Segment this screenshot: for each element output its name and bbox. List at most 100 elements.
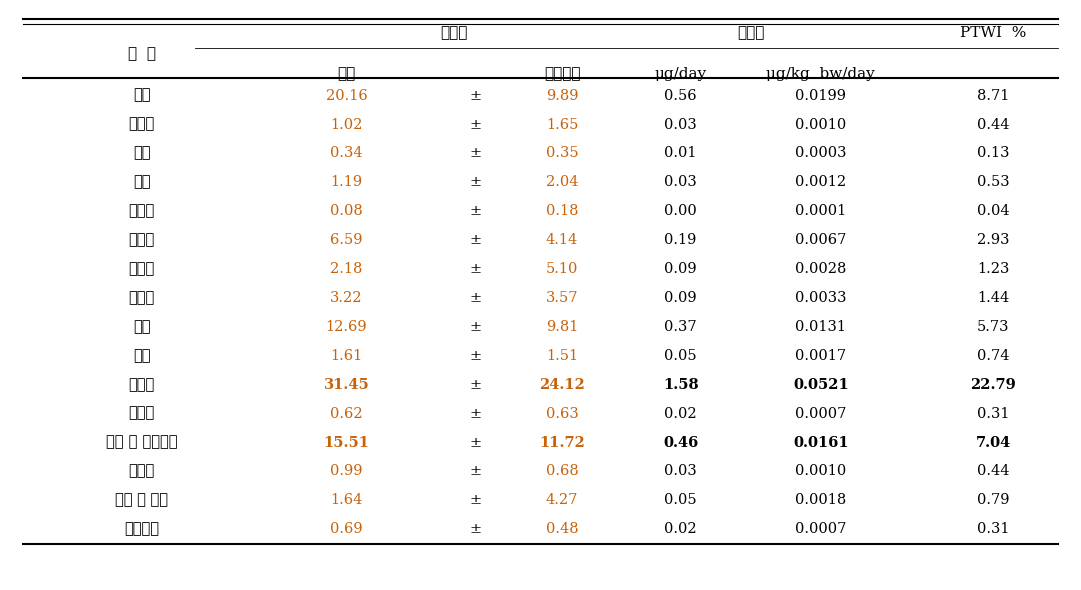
Text: 0.79: 0.79 [977,493,1010,507]
Text: 31.45: 31.45 [323,378,370,392]
Text: 0.0161: 0.0161 [793,435,849,450]
Text: 1.02: 1.02 [330,117,362,132]
Text: 두류: 두류 [133,175,150,189]
Text: ±: ± [470,175,482,189]
Text: 1.19: 1.19 [331,175,362,189]
Text: 조미료류: 조미료류 [124,522,159,536]
Text: 5.73: 5.73 [977,320,1010,334]
Text: 당류: 당류 [133,146,150,160]
Text: 20.16: 20.16 [325,88,368,103]
Text: 0.0010: 0.0010 [796,117,846,132]
Text: 0.09: 0.09 [665,262,697,276]
Text: 0.48: 0.48 [546,522,578,536]
Text: 0.0012: 0.0012 [796,175,846,189]
Text: 0.53: 0.53 [977,175,1010,189]
Text: 0.63: 0.63 [546,407,578,421]
Text: 0.0007: 0.0007 [796,522,846,536]
Text: 1.44: 1.44 [977,291,1010,305]
Text: ±: ± [470,233,482,247]
Text: 0.31: 0.31 [977,522,1010,536]
Text: 11.72: 11.72 [539,435,585,450]
Text: 0.13: 0.13 [977,146,1010,160]
Text: 1.23: 1.23 [977,262,1010,276]
Text: 6.59: 6.59 [330,233,362,247]
Text: 0.35: 0.35 [546,146,578,160]
Text: 4.27: 4.27 [546,493,578,507]
Text: ±: ± [470,522,482,536]
Text: ±: ± [470,117,482,132]
Text: 육류: 육류 [133,320,150,334]
Text: ±: ± [470,493,482,507]
Text: 0.05: 0.05 [665,493,697,507]
Text: 곡류: 곡류 [133,88,150,103]
Text: ±: ± [470,146,482,160]
Text: 0.0017: 0.0017 [796,349,846,363]
Text: 채소류: 채소류 [129,233,155,247]
Text: 0.0131: 0.0131 [796,320,846,334]
Text: PTWI  %: PTWI % [960,27,1027,41]
Text: 0.0007: 0.0007 [796,407,846,421]
Text: ±: ± [470,435,482,450]
Text: 1.64: 1.64 [330,493,362,507]
Text: 버섯류: 버섯류 [129,262,155,276]
Text: ±: ± [470,349,482,363]
Text: 평균: 평균 [337,67,356,81]
Text: 0.44: 0.44 [977,464,1010,478]
Text: 4.14: 4.14 [546,233,578,247]
Text: 0.56: 0.56 [665,88,697,103]
Text: 0.00: 0.00 [665,204,697,218]
Text: 0.18: 0.18 [546,204,578,218]
Text: 0.99: 0.99 [330,464,362,478]
Text: 8.71: 8.71 [977,88,1010,103]
Text: 7.04: 7.04 [976,435,1011,450]
Text: 0.0067: 0.0067 [796,233,846,247]
Text: 0.03: 0.03 [665,117,697,132]
Text: 0.19: 0.19 [665,233,697,247]
Text: ±: ± [470,464,482,478]
Text: ±: ± [470,262,482,276]
Text: 해조류: 해조류 [129,407,155,421]
Text: 12.69: 12.69 [325,320,368,334]
Text: 0.0033: 0.0033 [796,291,846,305]
Text: 난류: 난류 [133,349,150,363]
Text: 유지류: 유지류 [129,464,155,478]
Text: 0.62: 0.62 [330,407,363,421]
Text: ±: ± [470,88,482,103]
Text: 0.44: 0.44 [977,117,1010,132]
Text: 0.08: 0.08 [330,204,363,218]
Text: 1.51: 1.51 [546,349,578,363]
Text: ±: ± [470,291,482,305]
Text: 0.37: 0.37 [665,320,697,334]
Text: 0.03: 0.03 [665,175,697,189]
Text: 1.65: 1.65 [546,117,578,132]
Text: 9.81: 9.81 [546,320,578,334]
Text: 2.04: 2.04 [546,175,578,189]
Text: ±: ± [470,378,482,392]
Text: 0.34: 0.34 [330,146,363,160]
Text: 0.04: 0.04 [977,204,1010,218]
Text: 3.57: 3.57 [546,291,578,305]
Text: 0.01: 0.01 [665,146,697,160]
Text: 구  분: 구 분 [128,47,156,61]
Text: 어패류: 어패류 [129,378,155,392]
Text: 0.68: 0.68 [546,464,578,478]
Text: ±: ± [470,204,482,218]
Text: 9.89: 9.89 [546,88,578,103]
Text: 0.0028: 0.0028 [796,262,846,276]
Text: 종실류: 종실류 [129,204,155,218]
Text: 0.0010: 0.0010 [796,464,846,478]
Text: 0.0199: 0.0199 [796,88,846,103]
Text: 표준편차: 표준편차 [544,67,580,81]
Text: 15.51: 15.51 [323,435,370,450]
Text: 우유 및 유제품류: 우유 및 유제품류 [106,435,177,450]
Text: 1.61: 1.61 [331,349,362,363]
Text: ±: ± [470,320,482,334]
Text: 3.22: 3.22 [330,291,362,305]
Text: 0.02: 0.02 [665,522,697,536]
Text: 0.0521: 0.0521 [793,378,849,392]
Text: 음료 및 주류: 음료 및 주류 [115,493,168,507]
Text: 2.18: 2.18 [330,262,362,276]
Text: 0.03: 0.03 [665,464,697,478]
Text: 감자류: 감자류 [129,117,155,132]
Text: 기여율: 기여율 [441,27,468,41]
